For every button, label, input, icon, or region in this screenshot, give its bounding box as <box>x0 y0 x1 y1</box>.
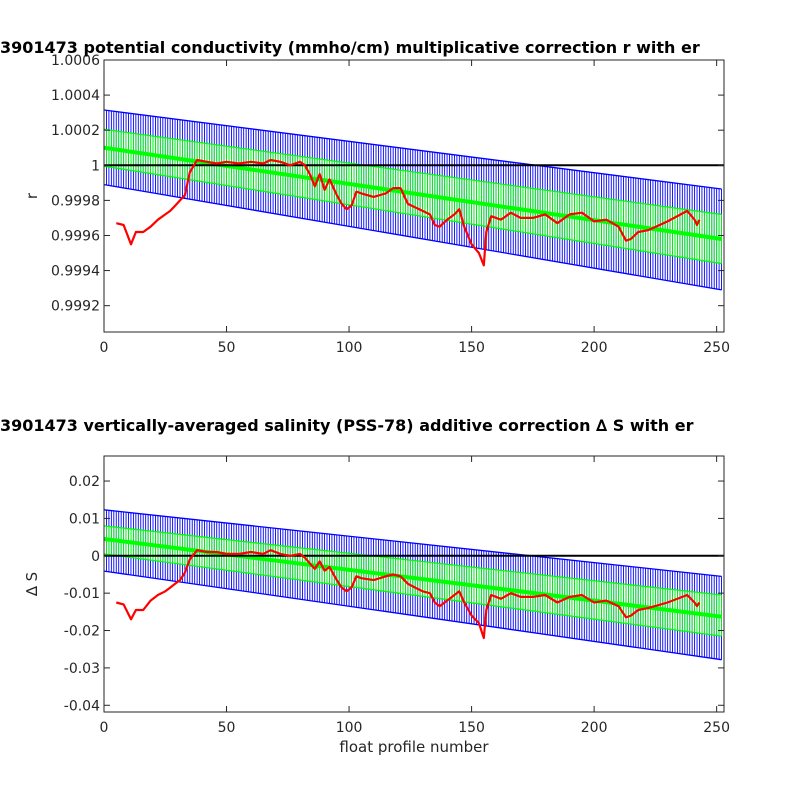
x-tick-label: 50 <box>218 720 236 736</box>
y-tick-label: 0.02 <box>69 474 100 490</box>
inner-error-lower-edge <box>104 165 722 265</box>
outer-error-lower-edge <box>104 183 722 291</box>
correction-fit-line <box>104 145 722 241</box>
y-tick-label: -0.02 <box>64 624 100 640</box>
axes-box <box>103 455 725 713</box>
y-tick-label: 0.01 <box>69 511 100 527</box>
chart-title: 3901473 potential conductivity (mmho/cm)… <box>0 38 700 57</box>
x-tick-label: 150 <box>458 720 485 736</box>
inner-error-upper-edge <box>104 128 722 216</box>
x-tick-label: 0 <box>100 720 109 736</box>
y-tick-label: 0.9998 <box>51 193 100 209</box>
x-tick-label: 50 <box>218 340 236 356</box>
x-tick-label: 100 <box>336 720 363 736</box>
series-line-0 <box>116 158 701 267</box>
y-tick-label: 1.0006 <box>51 53 100 69</box>
inner-error-bars <box>104 525 722 637</box>
y-tick-label: 0 <box>91 549 100 565</box>
x-tick-label: 150 <box>458 340 485 356</box>
y-tick-label: -0.04 <box>64 698 100 714</box>
y-tick-label: 1.0002 <box>51 123 100 139</box>
x-tick-label: 100 <box>336 340 363 356</box>
x-tick-label: 0 <box>100 340 109 356</box>
panel-conductivity-correction: 0 50 100 150 200 250 0.9992 0.9994 0.9996 0.9998 1… <box>0 38 730 356</box>
x-tick-label: 250 <box>703 340 730 356</box>
y-tick-label: 0.9992 <box>51 299 100 315</box>
inner-error-upper-edge <box>104 525 722 596</box>
y-tick-label: 0.9994 <box>51 264 100 280</box>
y-axis-label: r <box>23 192 41 199</box>
series-line-0 <box>116 549 701 640</box>
axes-box <box>103 59 725 333</box>
x-tick-label: 200 <box>581 720 608 736</box>
inner-error-lower-edge <box>104 553 722 637</box>
panel-salinity-correction: 0 50 100 150 200 250 -0.04 -0.03 -0.02 -0.01 0 0.01… <box>0 416 730 756</box>
plot-area <box>104 109 724 291</box>
y-axis-label: ∆ S <box>23 572 41 597</box>
y-tick-label: 1.0004 <box>51 88 100 104</box>
y-tick-label: -0.03 <box>64 661 100 677</box>
outer-error-upper-edge <box>104 109 722 190</box>
outer-error-lower-edge <box>104 570 722 661</box>
y-tick-label: 1 <box>91 158 100 174</box>
x-axis-label: float profile number <box>339 738 489 756</box>
y-tick-label: -0.01 <box>64 586 100 602</box>
x-tick-label: 200 <box>581 340 608 356</box>
plot-area <box>104 509 724 661</box>
x-tick-label: 250 <box>703 720 730 736</box>
y-tick-label: 0.9996 <box>51 228 100 244</box>
chart-title: 3901473 vertically-averaged salinity (PS… <box>0 416 694 435</box>
outer-error-upper-edge <box>104 509 722 577</box>
